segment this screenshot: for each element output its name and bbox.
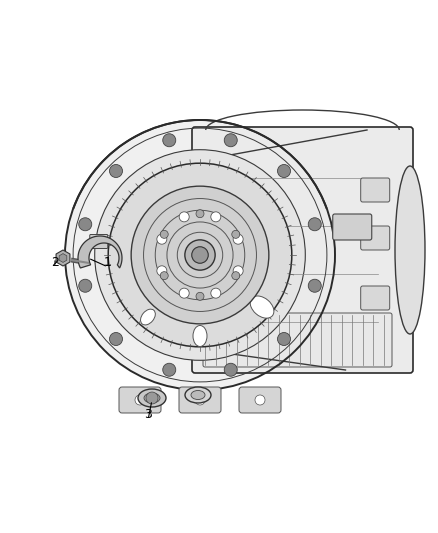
Circle shape — [278, 165, 290, 177]
Circle shape — [232, 272, 240, 280]
Circle shape — [224, 364, 237, 376]
Circle shape — [110, 165, 123, 177]
Circle shape — [163, 364, 176, 376]
Circle shape — [232, 230, 240, 238]
Polygon shape — [56, 250, 70, 266]
FancyBboxPatch shape — [361, 286, 390, 310]
Circle shape — [233, 266, 243, 276]
Circle shape — [211, 288, 221, 298]
Polygon shape — [78, 236, 122, 268]
FancyBboxPatch shape — [192, 127, 413, 373]
Circle shape — [308, 279, 321, 292]
Ellipse shape — [138, 389, 166, 407]
Circle shape — [131, 186, 269, 324]
Ellipse shape — [141, 309, 155, 325]
Circle shape — [233, 234, 243, 244]
Circle shape — [65, 120, 335, 390]
FancyBboxPatch shape — [333, 214, 372, 240]
Text: 2: 2 — [51, 255, 59, 269]
Circle shape — [135, 395, 145, 405]
Circle shape — [211, 212, 221, 222]
Ellipse shape — [395, 166, 425, 334]
Circle shape — [195, 395, 205, 405]
Ellipse shape — [185, 387, 211, 403]
Text: 1: 1 — [104, 255, 112, 269]
Circle shape — [196, 209, 204, 217]
Circle shape — [160, 230, 168, 238]
FancyBboxPatch shape — [90, 235, 108, 248]
FancyBboxPatch shape — [361, 226, 390, 250]
Circle shape — [192, 247, 208, 263]
Circle shape — [179, 288, 189, 298]
Ellipse shape — [144, 393, 160, 403]
Polygon shape — [59, 254, 67, 262]
Circle shape — [278, 333, 290, 345]
FancyBboxPatch shape — [239, 387, 281, 413]
Circle shape — [308, 218, 321, 231]
Circle shape — [157, 234, 167, 244]
Circle shape — [79, 218, 92, 231]
Circle shape — [95, 150, 305, 360]
Circle shape — [196, 292, 204, 300]
Ellipse shape — [193, 326, 207, 346]
FancyBboxPatch shape — [361, 178, 390, 202]
FancyBboxPatch shape — [203, 313, 392, 367]
Circle shape — [163, 134, 176, 147]
Circle shape — [79, 279, 92, 292]
Ellipse shape — [250, 296, 274, 318]
Circle shape — [110, 333, 123, 345]
Circle shape — [224, 134, 237, 147]
Ellipse shape — [191, 391, 205, 400]
Circle shape — [255, 395, 265, 405]
Circle shape — [185, 240, 215, 270]
Circle shape — [179, 212, 189, 222]
FancyBboxPatch shape — [119, 387, 161, 413]
Circle shape — [157, 266, 167, 276]
Circle shape — [160, 272, 168, 280]
FancyBboxPatch shape — [179, 387, 221, 413]
Text: 3: 3 — [144, 408, 152, 422]
Circle shape — [108, 163, 292, 347]
Circle shape — [146, 392, 158, 404]
